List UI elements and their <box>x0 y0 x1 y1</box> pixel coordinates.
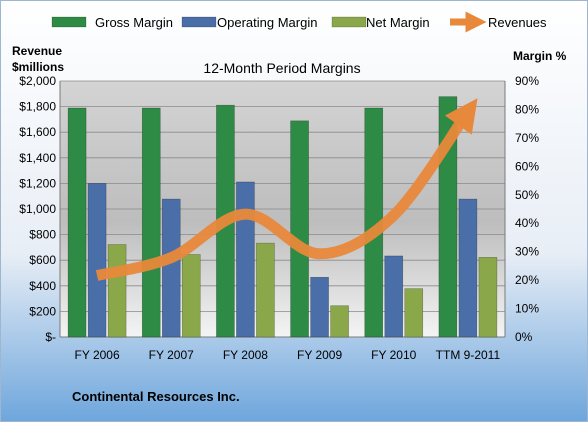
left-tick-label: $400 <box>29 279 56 293</box>
x-tick-label: FY 2006 <box>75 348 120 362</box>
right-tick-label: 90% <box>515 74 539 88</box>
x-tick-label: FY 2008 <box>223 348 268 362</box>
bar-net-margin <box>404 288 424 338</box>
left-tick-label: $1,600 <box>19 125 56 139</box>
left-tick-label: $1,000 <box>19 202 56 216</box>
company-name: Continental Resources Inc. <box>72 389 240 404</box>
legend-swatch-operating-margin <box>181 16 217 28</box>
bar-operating-margin <box>384 255 404 338</box>
bar-net-margin <box>181 254 201 338</box>
right-tick-label: 60% <box>515 159 539 173</box>
left-tick-label: $600 <box>29 253 56 267</box>
bar-net-margin <box>330 305 349 338</box>
left-tick-label: $800 <box>29 228 56 242</box>
bar-gross-margin <box>67 107 87 338</box>
bar-net-margin <box>478 257 498 338</box>
legend-label-operating-margin: Operating Margin <box>217 15 317 30</box>
right-tick-label: 30% <box>515 245 539 259</box>
left-tick-label: $200 <box>29 304 56 318</box>
legend-swatch-gross-margin <box>51 16 87 28</box>
x-tick-label: FY 2009 <box>297 348 342 362</box>
revenues-line <box>95 98 478 281</box>
bar-operating-margin <box>236 181 255 338</box>
right-tick-label: 50% <box>515 188 539 202</box>
right-tick-label: 80% <box>515 102 539 116</box>
bar-net-margin <box>256 242 275 338</box>
right-axis-label: Margin % <box>513 49 567 63</box>
bar-operating-margin <box>87 183 107 338</box>
left-tick-label: $1,400 <box>19 151 56 165</box>
right-tick-label: 0% <box>515 330 533 344</box>
legend-label-revenues: Revenues <box>488 15 547 30</box>
right-tick-label: 10% <box>515 302 539 316</box>
bar-operating-margin <box>458 198 478 338</box>
legend-label-net-margin: Net Margin <box>366 15 430 30</box>
left-tick-label: $1,200 <box>19 176 56 190</box>
right-tick-label: 20% <box>515 273 539 287</box>
x-tick-label: FY 2007 <box>149 348 194 362</box>
left-tick-label: $1,800 <box>19 100 56 114</box>
bar-operating-margin <box>310 276 329 338</box>
x-tick-label: FY 2010 <box>371 348 416 362</box>
left-tick-label: $2,000 <box>19 74 56 88</box>
left-axis-label: Revenue $millions <box>12 44 65 74</box>
legend-swatch-net-margin <box>331 16 367 28</box>
right-tick-label: 70% <box>515 131 539 145</box>
left-axis-label-line-1: Revenue <box>12 44 62 58</box>
legend-label-gross-margin: Gross Margin <box>95 15 173 30</box>
chart-title: 12-Month Period Margins <box>203 60 360 76</box>
bar-gross-margin <box>290 120 309 338</box>
bar-net-margin <box>107 244 127 338</box>
left-tick-label: $- <box>45 330 56 344</box>
bar-gross-margin <box>141 107 161 338</box>
x-tick-label: TTM 9-2011 <box>436 348 501 362</box>
bar-operating-margin <box>161 198 181 338</box>
left-axis-label-line-2: $millions <box>12 60 64 74</box>
right-tick-label: 40% <box>515 216 539 230</box>
